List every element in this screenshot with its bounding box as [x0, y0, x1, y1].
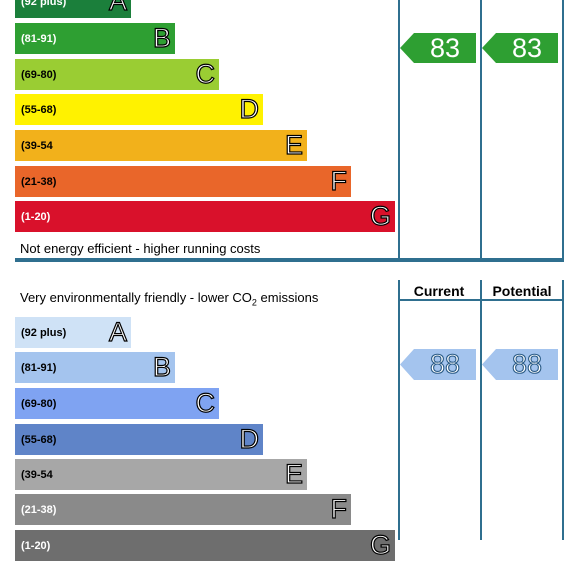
band-range-label: (69-80) [21, 68, 57, 81]
energy-band-b: (81-91) B [15, 23, 175, 54]
env-potential-arrow [482, 349, 558, 380]
band-letter: F [330, 494, 348, 524]
env-band-c: (69-80) C [15, 388, 219, 419]
band-letter: G [369, 201, 391, 231]
band-letter: B [152, 352, 171, 382]
env-frame-top [15, 260, 564, 262]
band-letter: E [284, 130, 303, 160]
band-range-label: (1-20) [21, 210, 51, 223]
band-letter: E [284, 459, 303, 489]
env-frame-right-divider [562, 280, 564, 540]
band-range-label: (69-80) [21, 397, 57, 410]
band-letter: A [108, 317, 127, 347]
env-band-a: (92 plus) A [15, 317, 131, 348]
energy-frame-left-divider [398, 0, 400, 260]
env-band-g: (1-20) G [15, 530, 395, 561]
energy-band-d: (55-68) D [15, 94, 263, 125]
band-range-label: (55-68) [21, 433, 57, 446]
env-band-b: (81-91) B [15, 352, 175, 383]
energy-potential-value: 83 [511, 32, 543, 63]
energy-bottom-caption: Not energy efficient - higher running co… [20, 241, 261, 256]
env-current-column-header: Current [413, 283, 465, 299]
energy-band-e: (39-54 E [15, 130, 307, 161]
band-range-label: (92 plus) [21, 326, 67, 339]
env-current-value: 88 [429, 349, 461, 379]
band-range-label: (39-54 [21, 468, 53, 481]
energy-potential-rating: 83 [482, 33, 558, 63]
energy-current-arrow [400, 33, 476, 63]
env-frame-left-divider [398, 280, 400, 540]
energy-potential-arrow [482, 33, 558, 63]
band-range-label: (81-91) [21, 32, 57, 45]
env-current-rating: 88 [400, 349, 476, 380]
env-potential-column-header: Potential [492, 283, 552, 299]
band-letter: C [195, 388, 216, 418]
energy-current-value: 83 [429, 32, 461, 63]
energy-band-c: (69-80) C [15, 59, 219, 90]
band-range-label: (55-68) [21, 103, 57, 116]
band-letter: D [239, 94, 260, 124]
energy-band-a: (92 plus) A [15, 0, 131, 18]
band-letter: C [195, 59, 216, 89]
band-letter: D [239, 424, 260, 454]
env-potential-value: 88 [511, 349, 543, 379]
environment-chart: Current Potential Very environmentally f… [0, 260, 580, 561]
band-range-label: (39-54 [21, 139, 53, 152]
env-potential-rating: 88 [482, 349, 558, 380]
band-range-label: (21-38) [21, 503, 57, 516]
env-band-d: (55-68) D [15, 424, 263, 455]
band-letter: G [369, 530, 391, 560]
band-letter: B [152, 23, 171, 53]
env-band-e: (39-54 E [15, 459, 307, 490]
energy-chart: (92 plus) A (81-91) B (69-80) C (55-68) … [0, 0, 580, 262]
energy-frame-mid-divider [480, 0, 482, 260]
env-band-f: (21-38) F [15, 494, 351, 525]
band-range-label: (92 plus) [21, 0, 67, 8]
energy-current-rating: 83 [400, 33, 476, 63]
energy-band-g: (1-20) G [15, 201, 395, 232]
band-range-label: (1-20) [21, 539, 51, 552]
energy-frame-right-divider [562, 0, 564, 260]
band-letter: A [108, 0, 127, 16]
energy-frame-bottom [15, 258, 564, 260]
band-letter: F [330, 166, 348, 196]
band-range-label: (81-91) [21, 361, 57, 374]
env-frame-mid-divider [480, 280, 482, 540]
env-header-underline [398, 299, 564, 301]
energy-band-f: (21-38) F [15, 166, 351, 197]
band-range-label: (21-38) [21, 175, 57, 188]
env-current-arrow [400, 349, 476, 380]
env-top-caption: Very environmentally friendly - lower CO… [20, 290, 319, 308]
